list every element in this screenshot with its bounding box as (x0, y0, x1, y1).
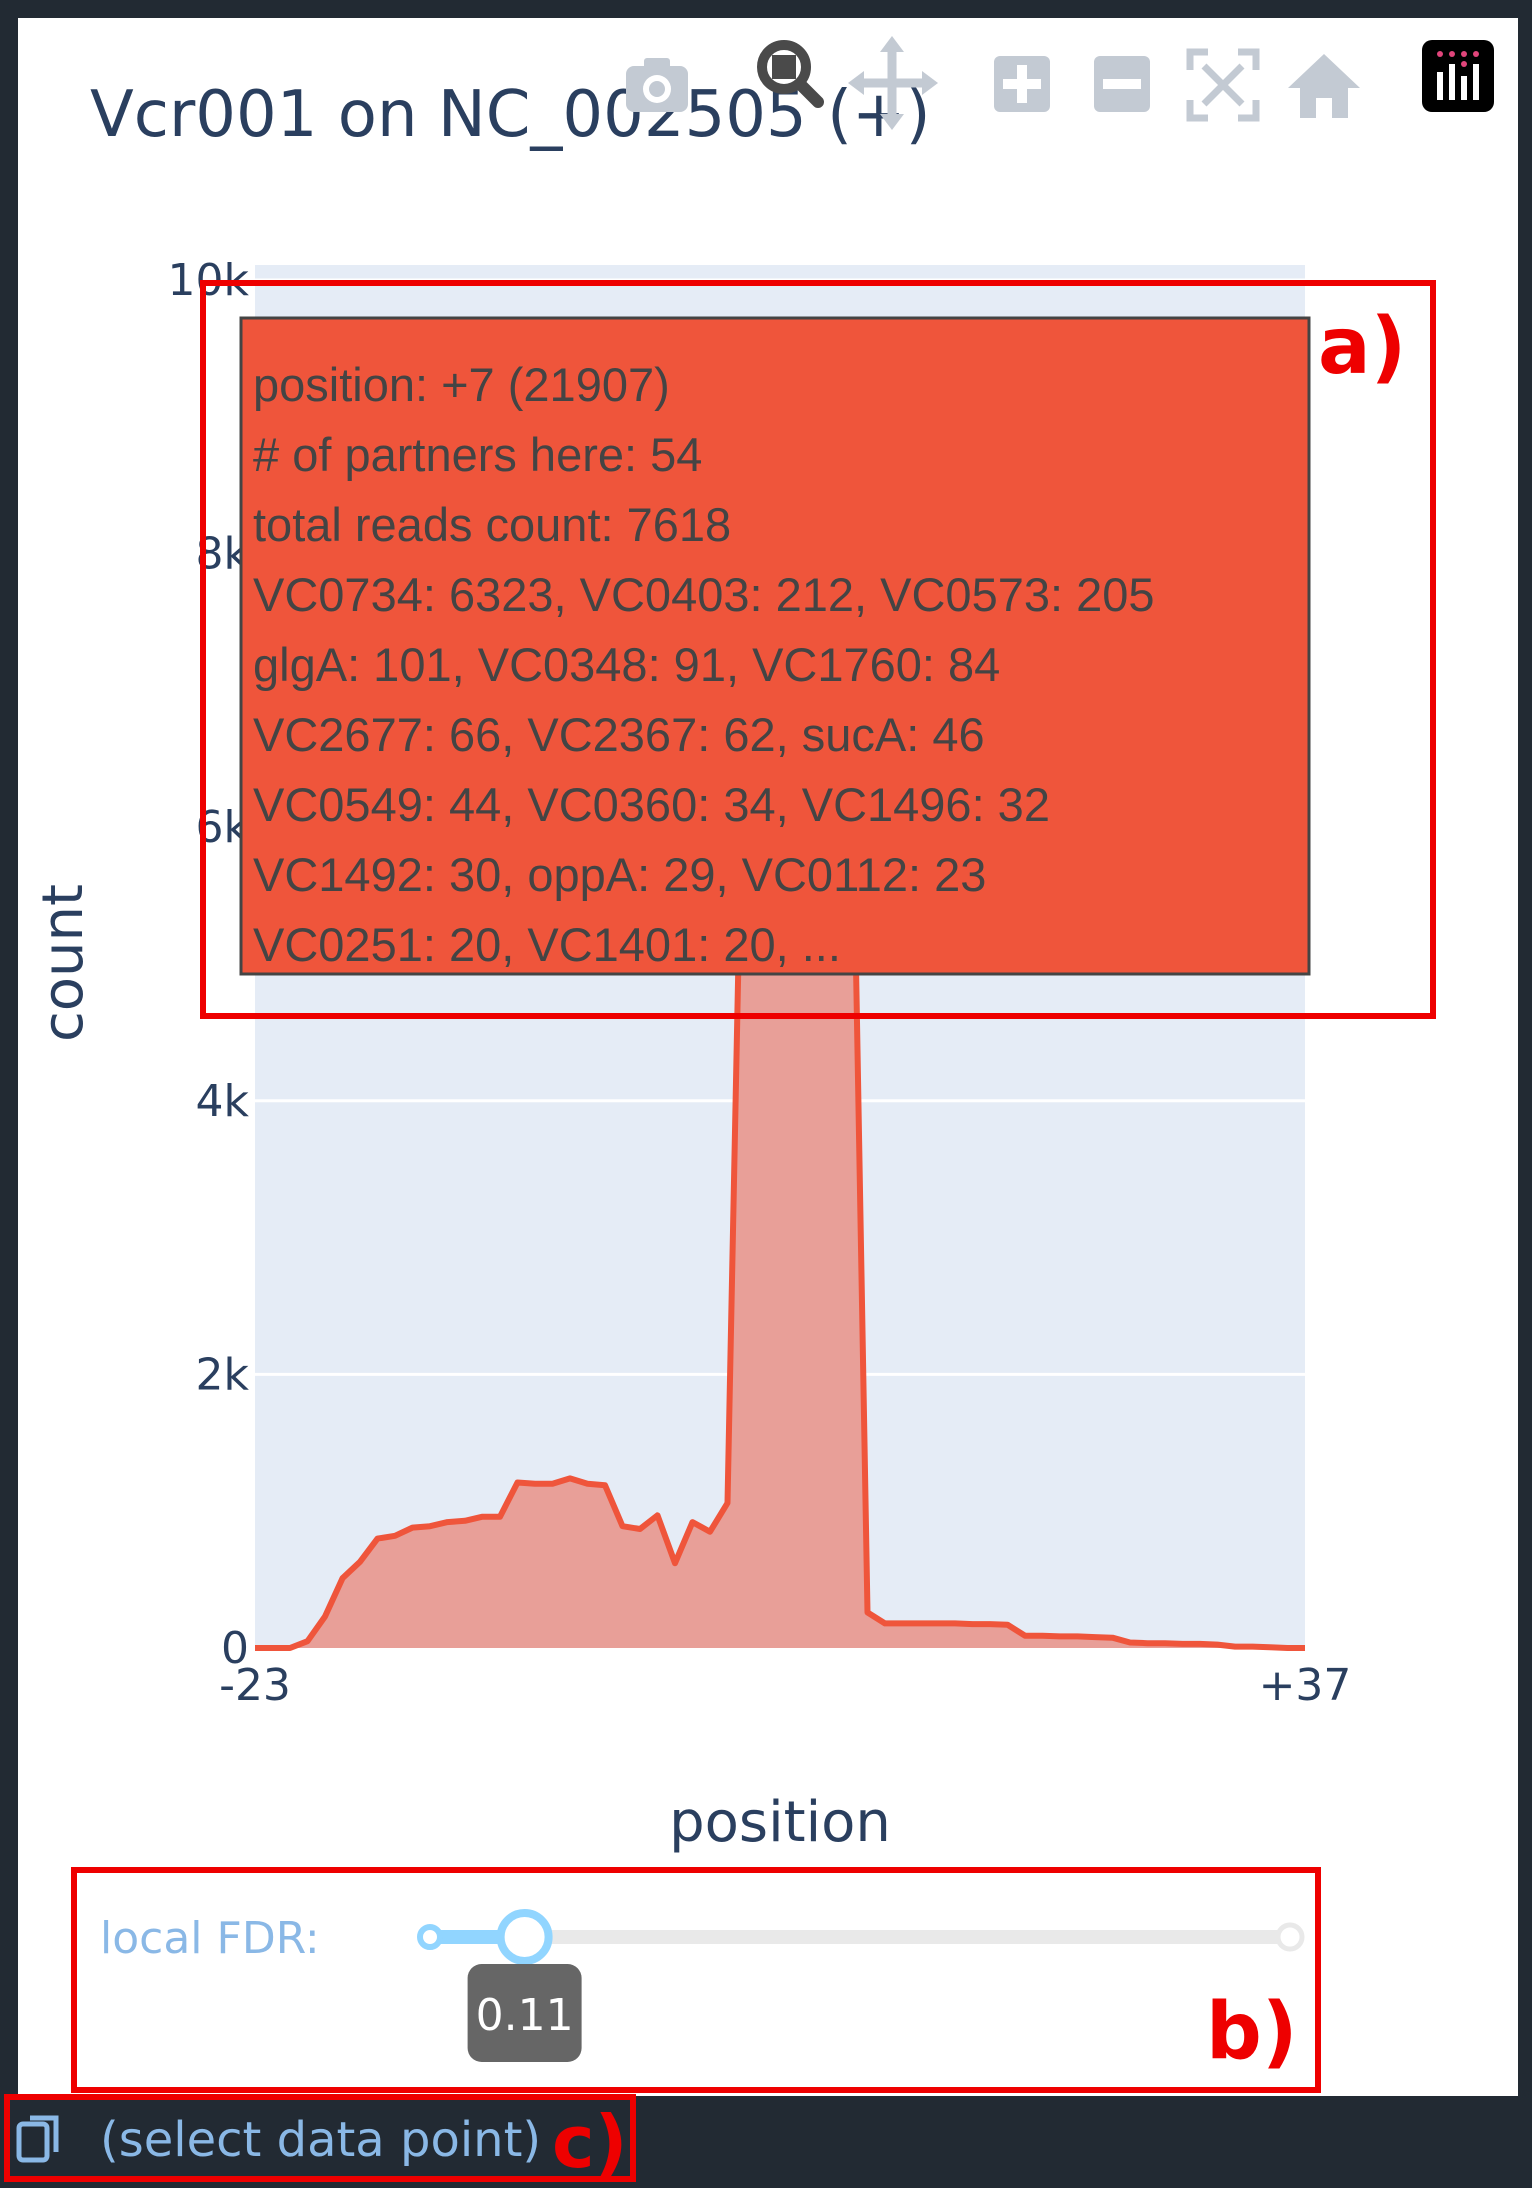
slider-handle[interactable] (496, 1909, 553, 1965)
hover-label: position: +7 (21907) # of partners here: … (239, 316, 1311, 976)
x-axis-ticks: -23 +37 (219, 1660, 1351, 1711)
hover-line: VC0251: 20, VC1401: 20, ... (253, 918, 841, 971)
hover-line: VC0734: 6323, VC0403: 212, VC0573: 205 (253, 568, 1155, 621)
annotation-box-c (4, 2094, 636, 2182)
plotly-logo-icon[interactable] (1422, 40, 1494, 112)
camera-icon[interactable] (626, 58, 688, 112)
zoom-out-icon[interactable] (1094, 56, 1150, 112)
slider-value-tooltip (467, 1964, 582, 2062)
fdr-slider[interactable]: local FDR: 0.11 (100, 1909, 1305, 2062)
slider-value: 0.11 (476, 1990, 574, 2041)
slider-label: local FDR: (100, 1913, 320, 1964)
pan-icon[interactable] (848, 36, 938, 130)
y-tick-label: 0 (221, 1623, 249, 1674)
slider-min-dot (417, 1924, 443, 1950)
y-axis-title: count (31, 884, 96, 1042)
status-bar: (select data point) c) (0, 2096, 1532, 2188)
copy-icon[interactable] (16, 2114, 62, 2166)
hover-line: VC2677: 66, VC2367: 62, sucA: 46 (253, 708, 985, 761)
hover-line: position: +7 (21907) (253, 358, 670, 411)
modebar (626, 36, 1494, 130)
slider-max-dot (1275, 1922, 1305, 1952)
zoom-in-icon[interactable] (994, 56, 1050, 112)
annotation-box-b (71, 1867, 1321, 2093)
annotation-label-b: b) (1206, 1987, 1297, 2077)
hover-line: glgA: 101, VC0348: 91, VC1760: 84 (253, 638, 1000, 691)
annotation-box-a (200, 280, 1436, 1019)
x-axis-title: position (669, 1790, 891, 1855)
hover-line: total reads count: 7618 (253, 498, 731, 551)
zoom-icon[interactable] (757, 40, 824, 108)
hover-line: VC1492: 30, oppA: 29, VC0112: 23 (253, 848, 986, 901)
home-icon[interactable] (1288, 54, 1360, 118)
selected-point-text: (select data point) (100, 2112, 542, 2168)
x-tick-label: +37 (1259, 1660, 1352, 1711)
slider-rail[interactable] (430, 1930, 1290, 1944)
annotation-label-c: c) (552, 2100, 628, 2184)
data-series-area[interactable] (255, 605, 1305, 1648)
hover-line: # of partners here: 54 (253, 428, 702, 481)
x-tick-label: -23 (219, 1660, 291, 1711)
hover-box (239, 316, 1311, 976)
plot-panel: 0 2k 4k 6k 8k 10k -23 +37 Vcr001 on NC_002505 … (18, 18, 1518, 2096)
y-tick-label: 2k (196, 1349, 250, 1400)
autoscale-icon[interactable] (1186, 48, 1260, 122)
y-tick-label: 4k (196, 1076, 250, 1127)
hover-line: VC0549: 44, VC0360: 34, VC1496: 32 (253, 778, 1050, 831)
annotation-label-a: a) (1318, 302, 1406, 392)
